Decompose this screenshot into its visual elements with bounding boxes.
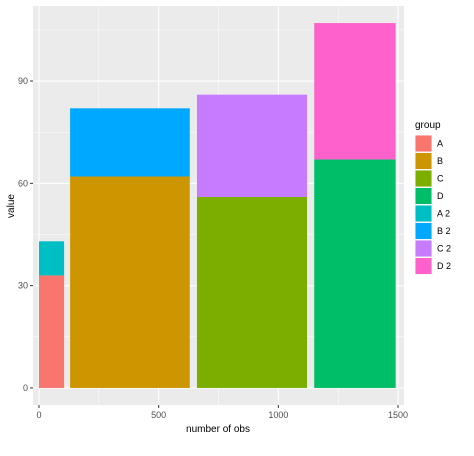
legend-swatch <box>415 258 432 274</box>
bar-segment-a-2 <box>38 241 65 276</box>
y-tick-label: 60 <box>18 178 28 188</box>
legend-label: D 2 <box>437 261 451 271</box>
bar-segment-b <box>70 176 190 388</box>
legend-swatch <box>415 223 432 239</box>
legend-label: D <box>437 191 444 201</box>
y-tick-label: 90 <box>18 76 28 86</box>
legend-label: A 2 <box>437 209 450 219</box>
legend-label: B <box>437 156 443 166</box>
legend-title: group <box>415 120 441 131</box>
legend-label: A <box>437 139 443 149</box>
bar-segment-a <box>38 275 65 388</box>
legend-label: C 2 <box>437 244 451 254</box>
bar-segment-d-2 <box>314 23 396 160</box>
legend-swatch <box>415 135 432 152</box>
legend-swatch <box>415 188 432 204</box>
legend-label: C <box>437 174 444 184</box>
legend-swatch <box>415 153 432 169</box>
y-axis: 0 30 60 90 <box>18 76 33 393</box>
legend-label: B 2 <box>437 226 451 236</box>
y-tick-label: 0 <box>23 383 28 393</box>
y-axis-title: value <box>6 194 17 218</box>
y-tick-label: 30 <box>18 281 28 291</box>
x-tick-label: 0 <box>36 410 41 420</box>
bar-segment-c-2 <box>196 94 308 197</box>
bars-layer <box>38 23 396 388</box>
legend-swatch <box>415 170 432 187</box>
legend-swatch <box>415 240 432 257</box>
x-tick-label: 500 <box>151 410 166 420</box>
x-axis-title: number of obs <box>186 424 250 435</box>
legend-swatch <box>415 205 432 222</box>
bar-segment-c <box>196 196 308 388</box>
bar-segment-d <box>314 159 396 388</box>
x-tick-label: 1000 <box>268 410 288 420</box>
x-axis: 0 500 1000 1500 <box>36 405 408 420</box>
bar-segment-b-2 <box>70 108 190 177</box>
x-tick-label: 1500 <box>388 410 408 420</box>
